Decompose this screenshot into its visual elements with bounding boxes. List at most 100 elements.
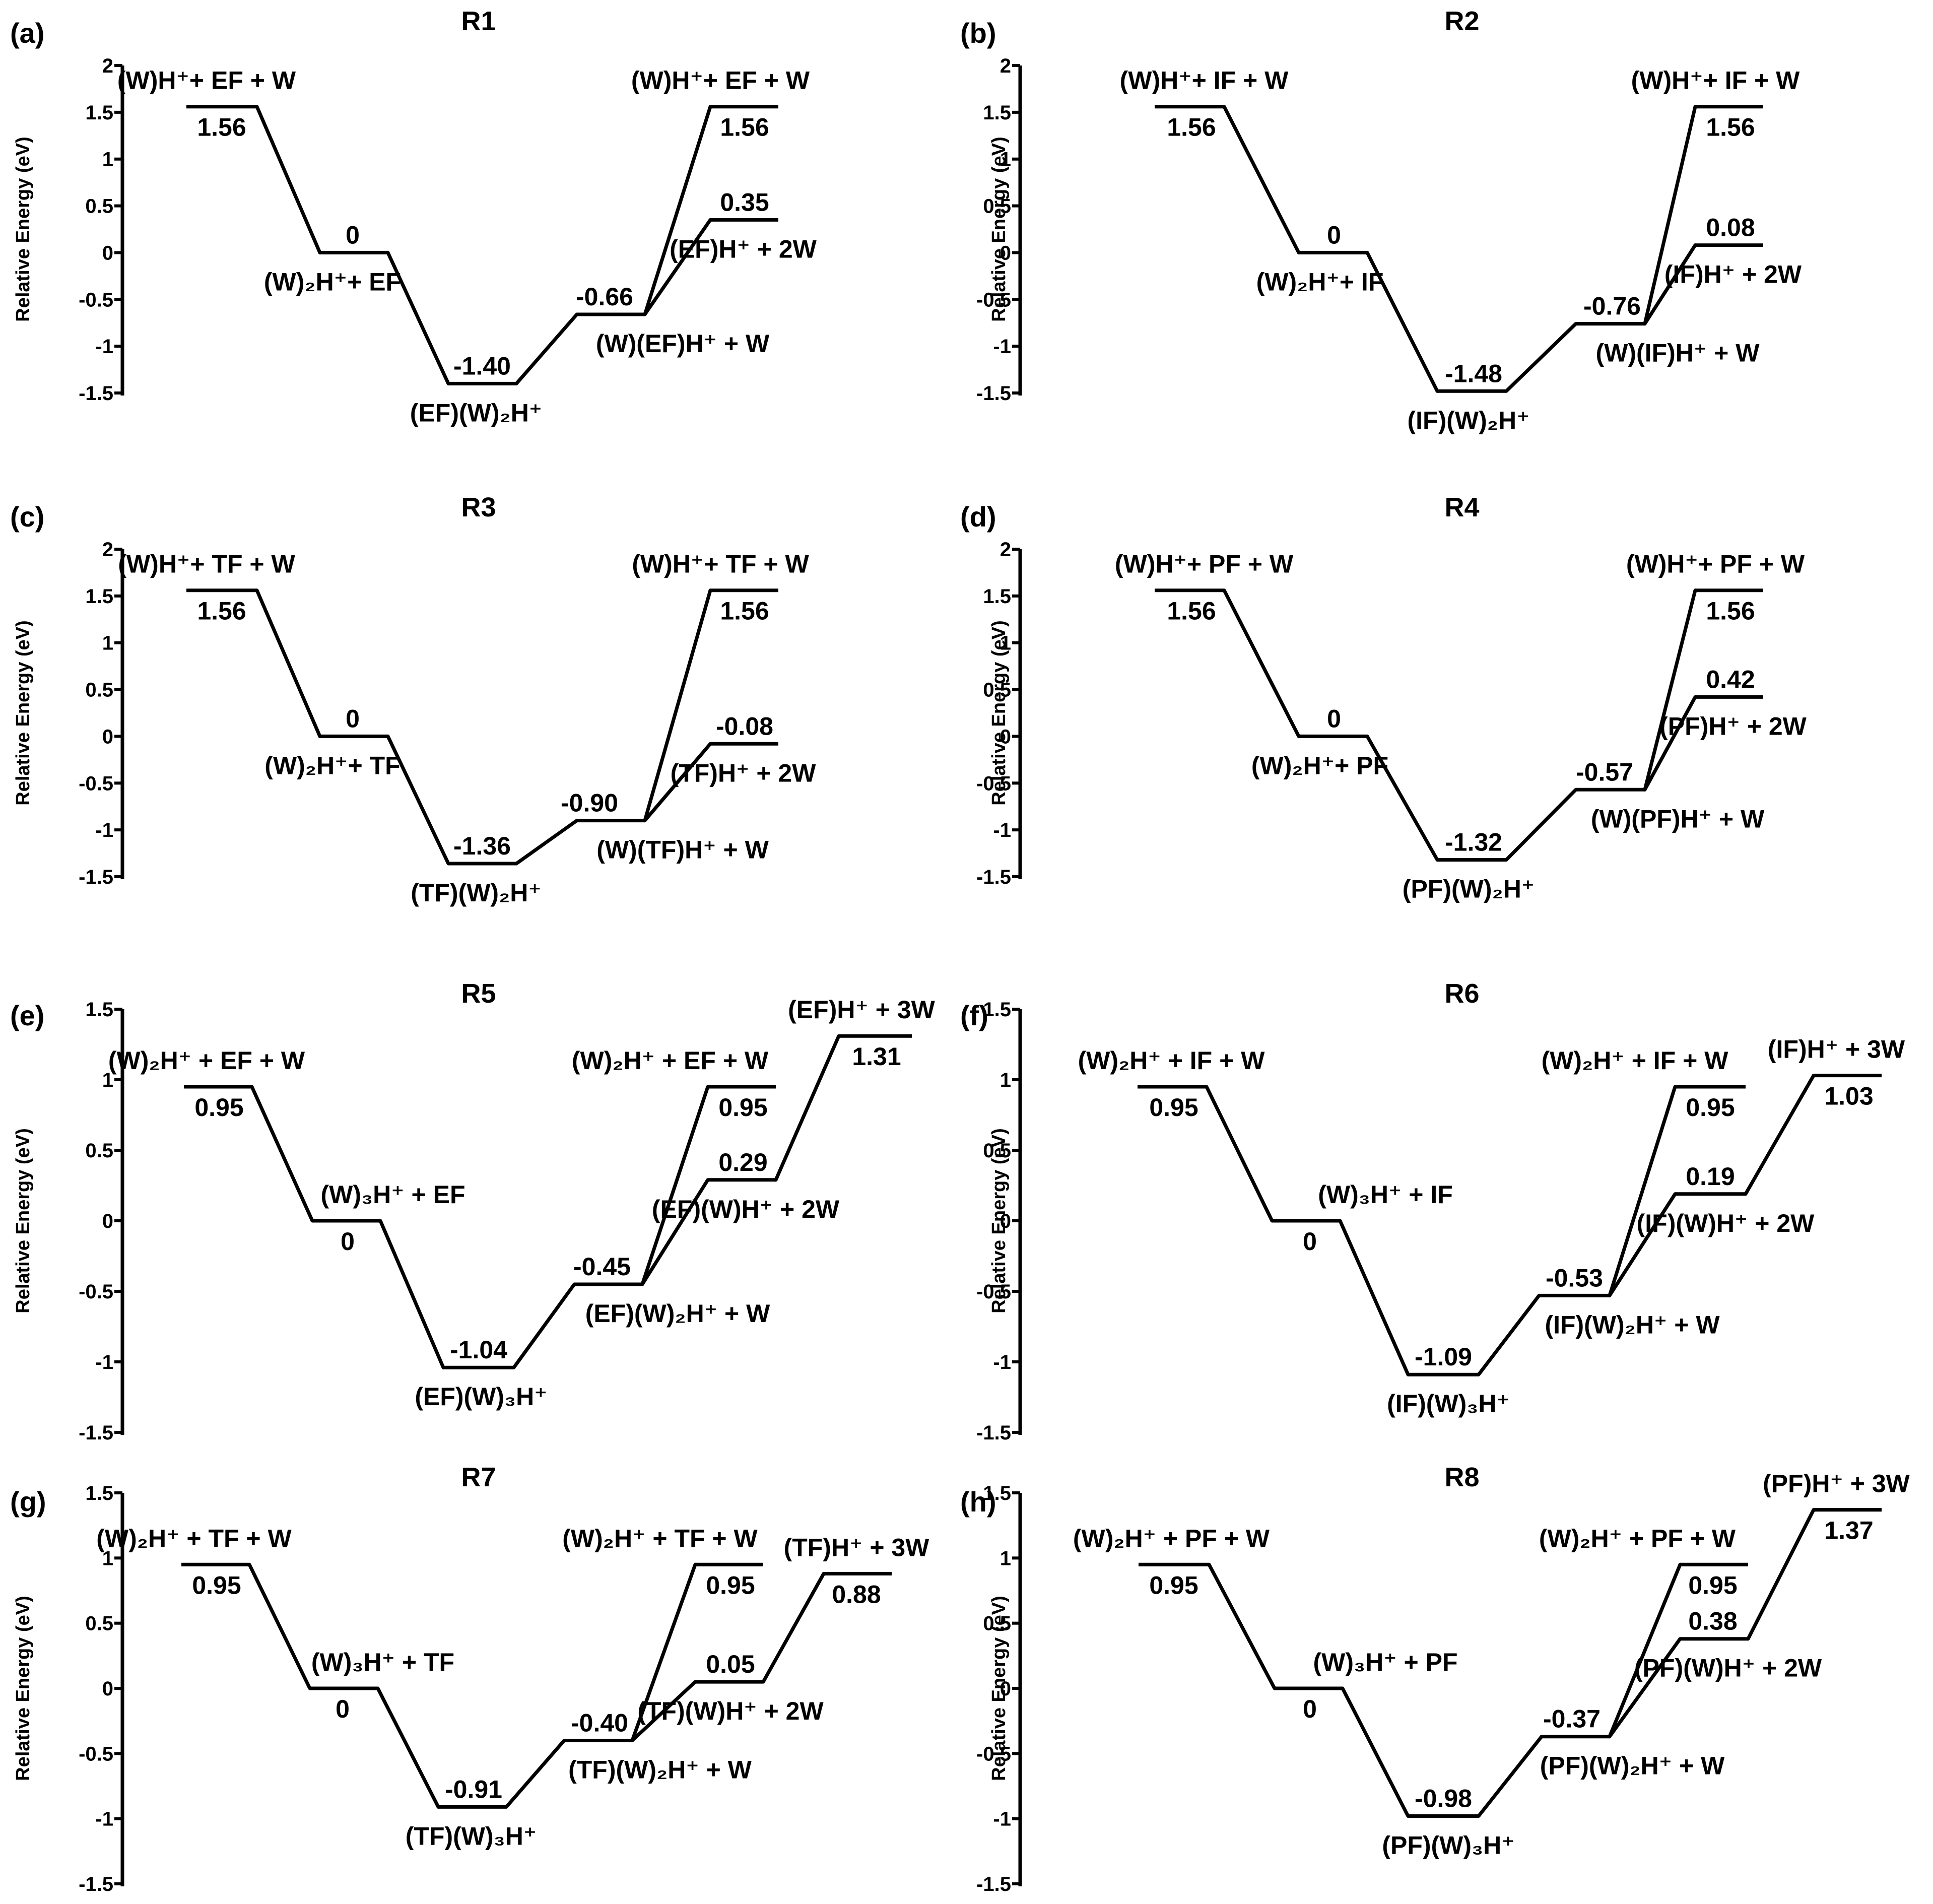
- connector-line: [1608, 1637, 1682, 1739]
- y-tick-label: 1.5: [85, 585, 113, 608]
- reaction-title: R7: [461, 1462, 496, 1492]
- connector-line: [643, 105, 712, 316]
- energy-value-label: 1.37: [1824, 1517, 1873, 1545]
- y-tick-label: -0.5: [976, 1743, 1011, 1765]
- energy-value-label: 0.35: [720, 188, 769, 216]
- species-label: (EF)H⁺ + 2W: [670, 235, 817, 263]
- y-tick-label: 1: [102, 149, 113, 171]
- panel-letter: (f): [960, 1000, 988, 1031]
- y-tick-label: -1: [95, 336, 113, 358]
- y-tick-label: 2: [1000, 55, 1011, 77]
- energy-value-label: -1.36: [453, 832, 511, 860]
- connector-line: [378, 1219, 445, 1369]
- species-label: (IF)(W)₃H⁺: [1387, 1390, 1510, 1418]
- species-label: (TF)H⁺ + 2W: [671, 759, 817, 787]
- y-tick-label: -1: [95, 819, 113, 841]
- species-label: (W)₂H⁺ + EF + W: [108, 1046, 305, 1075]
- y-tick-label: 0.5: [983, 679, 1011, 701]
- y-tick-label: 2: [102, 55, 113, 77]
- panel-r4: 2 1.5 1 0.5 0 -0.5 -1 -1.5 Relative Energy (eV) (…: [960, 492, 1807, 903]
- y-tick-label: 1: [1000, 1547, 1011, 1569]
- connector-line: [1608, 1085, 1677, 1297]
- energy-value-label: -0.08: [716, 712, 773, 740]
- reaction-title: R2: [1444, 6, 1479, 36]
- y-tick-label: -1.5: [976, 382, 1011, 405]
- energy-value-label: 1.31: [852, 1042, 901, 1071]
- y-axis-title: Relative Energy (eV): [13, 620, 34, 805]
- y-tick-label: -1.5: [79, 866, 113, 888]
- connector-line: [1341, 1686, 1410, 1818]
- species-label: (TF)(W)₂H⁺ + W: [568, 1755, 752, 1784]
- panel-letter: (d): [960, 501, 996, 533]
- energy-value-label: 1.56: [197, 597, 246, 625]
- species-label: (W)H⁺+ EF + W: [117, 67, 296, 95]
- connector-line: [1643, 243, 1697, 326]
- species-label: (TF)(W)₂H⁺: [411, 879, 542, 907]
- species-label: (W)(TF)H⁺ + W: [596, 836, 769, 864]
- energy-value-label: 0.29: [718, 1148, 767, 1176]
- y-tick-label: -1.5: [976, 1873, 1011, 1895]
- y-tick-label: 0.5: [85, 1140, 113, 1162]
- reaction-title: R6: [1444, 978, 1479, 1009]
- energy-value-label: -0.91: [445, 1775, 502, 1803]
- species-label: (EF)H⁺ + 3W: [788, 996, 935, 1024]
- y-tick-label: 0: [1000, 726, 1011, 748]
- species-label: (W)H⁺+ TF + W: [632, 550, 809, 578]
- y-tick-label: 0.5: [85, 1613, 113, 1635]
- y-axis-title: Relative Energy (eV): [13, 1128, 34, 1313]
- energy-value-label: 1.56: [720, 113, 769, 142]
- species-label: (W)₂H⁺ + TF + W: [562, 1524, 758, 1552]
- panel-letter: (a): [10, 17, 44, 49]
- y-tick-label: -1.5: [79, 382, 113, 405]
- connector-line: [1477, 1735, 1544, 1818]
- panel-r3: 2 1.5 1 0.5 0 -0.5 -1 -1.5 Relative Energy (eV) (…: [10, 492, 816, 907]
- species-label: (W)₂H⁺+ PF: [1251, 751, 1388, 779]
- species-label: (IF)H⁺ + 2W: [1664, 260, 1802, 289]
- connector-line: [640, 1085, 710, 1286]
- connector-line: [1504, 322, 1578, 393]
- energy-value-label: -0.90: [561, 789, 618, 817]
- y-tick-label: -1.5: [976, 1422, 1011, 1444]
- species-label: (PF)H⁺ + 3W: [1763, 1470, 1910, 1498]
- connector-line: [247, 1562, 312, 1690]
- connector-line: [1205, 1085, 1274, 1223]
- energy-value-label: 0.95: [192, 1571, 241, 1599]
- connector-line: [1643, 105, 1697, 326]
- connector-line: [1222, 105, 1301, 254]
- energy-value-label: -0.98: [1415, 1784, 1472, 1812]
- energy-value-label: 0: [346, 221, 360, 249]
- connector-line: [255, 105, 322, 254]
- energy-value-label: -1.40: [453, 352, 511, 380]
- connector-line: [1504, 787, 1578, 862]
- y-tick-label: 0: [102, 726, 113, 748]
- connector-line: [504, 1738, 566, 1809]
- y-tick-label: -0.5: [976, 1281, 1011, 1303]
- energy-value-label: -0.45: [573, 1253, 631, 1281]
- panel-r1: 2 1.5 1 0.5 0 -0.5 -1 -1.5 Relative Energy (eV) (…: [10, 6, 817, 427]
- connector-line: [643, 588, 712, 823]
- species-label: (EF)(W)₂H⁺ + W: [585, 1299, 770, 1328]
- connector-line: [255, 588, 322, 738]
- species-label: (W)H⁺+ PF + W: [1115, 550, 1294, 578]
- species-label: (W)₃H⁺ + PF: [1313, 1648, 1458, 1676]
- energy-value-label: -1.48: [1445, 359, 1502, 387]
- panel-letter: (b): [960, 17, 996, 49]
- y-tick-label: -0.5: [976, 289, 1011, 311]
- energy-value-label: 0.95: [1149, 1571, 1198, 1599]
- energy-value-label: -0.76: [1583, 292, 1641, 320]
- species-label: (TF)(W)₃H⁺: [406, 1822, 537, 1850]
- panel-r7: 1.5 1 0.5 0 -0.5 -1 -1.5 Relative Energy (eV) (g…: [10, 1462, 929, 1895]
- y-tick-label: 0: [1000, 1678, 1011, 1700]
- species-label: (PF)(W)₃H⁺: [1382, 1831, 1514, 1859]
- y-tick-label: -1.5: [976, 866, 1011, 888]
- y-tick-label: -1.5: [79, 1422, 113, 1444]
- species-label: (W)₂H⁺+ IF: [1256, 268, 1384, 296]
- y-tick-label: -1: [95, 1351, 113, 1373]
- connector-line: [1365, 250, 1439, 393]
- connector-line: [1608, 1192, 1677, 1297]
- connector-line: [640, 1178, 710, 1286]
- energy-value-label: 1.56: [1706, 597, 1755, 625]
- connector-line: [1207, 1562, 1277, 1690]
- energy-value-label: 1.56: [720, 597, 769, 625]
